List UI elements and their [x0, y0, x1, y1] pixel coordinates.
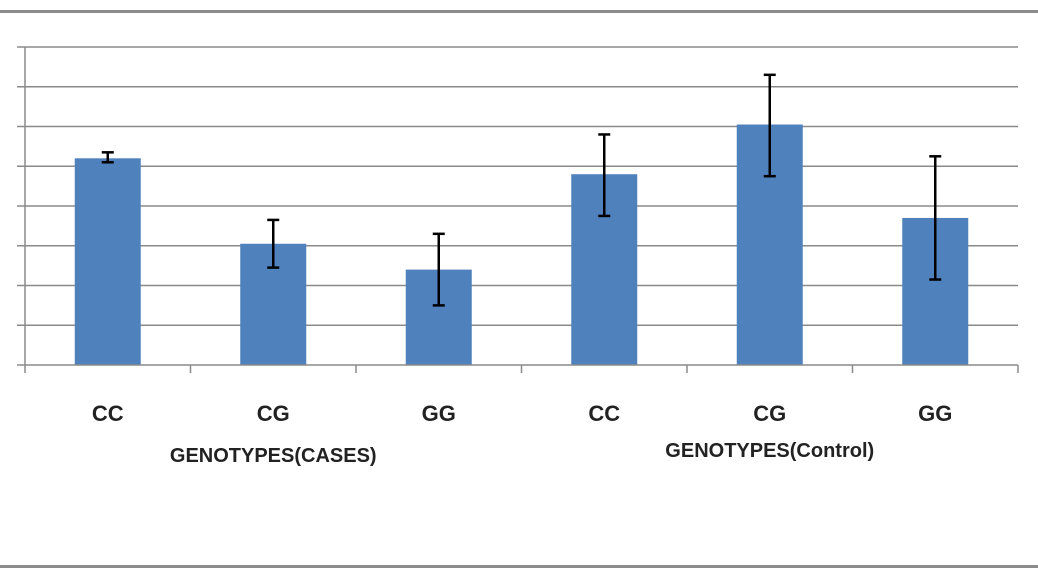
error-bars [101, 73, 942, 307]
x-tick-label: GG [918, 401, 952, 426]
x-tick-label: GG [422, 401, 456, 426]
chart-frame [0, 10, 1038, 568]
group-label: GENOTYPES(CASES) [170, 445, 377, 467]
x-tick-label: CG [257, 401, 290, 426]
bar [74, 158, 141, 365]
group-labels: GENOTYPES(CASES) GENOTYPES(Control) [170, 440, 874, 467]
group-label: GENOTYPES(Control) [665, 440, 874, 462]
x-tick-label: CG [753, 401, 786, 426]
axes [17, 46, 1019, 373]
x-tick-label: CC [92, 401, 124, 426]
gridlines [25, 46, 1018, 326]
x-tick-label: CC [588, 401, 620, 426]
x-tick-labels: CC CG GG CC CG GG [92, 401, 953, 426]
bars [74, 124, 969, 365]
